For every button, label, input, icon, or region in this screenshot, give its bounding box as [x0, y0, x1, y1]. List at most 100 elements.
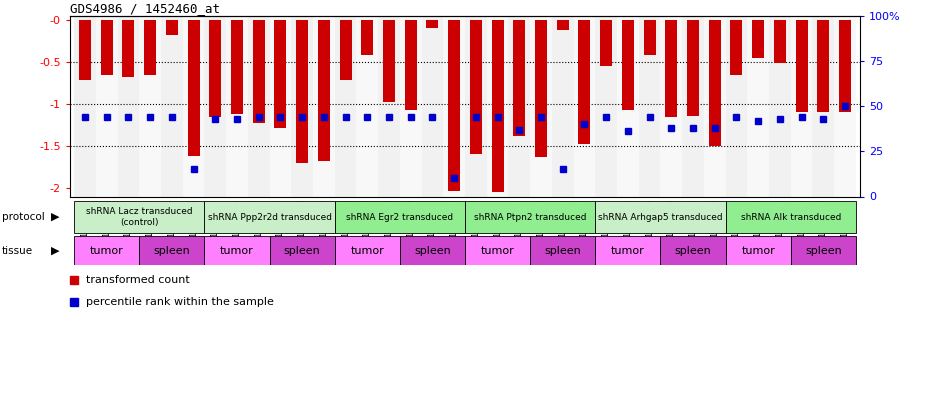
- Bar: [730, 20, 742, 75]
- Text: GDS4986 / 1452460_at: GDS4986 / 1452460_at: [70, 2, 219, 15]
- Bar: [790, 16, 813, 196]
- Text: tumor: tumor: [741, 246, 775, 255]
- Bar: [578, 20, 591, 144]
- Bar: [465, 236, 530, 265]
- Bar: [188, 20, 200, 156]
- Bar: [817, 20, 830, 112]
- Bar: [339, 20, 352, 81]
- Text: percentile rank within the sample: percentile rank within the sample: [86, 297, 273, 307]
- Bar: [551, 16, 574, 196]
- Bar: [492, 20, 503, 192]
- Bar: [100, 20, 113, 75]
- Bar: [335, 201, 465, 233]
- Bar: [74, 236, 140, 265]
- Bar: [513, 20, 525, 136]
- Bar: [79, 20, 91, 81]
- Bar: [774, 20, 786, 63]
- Bar: [74, 16, 96, 196]
- Text: spleen: spleen: [544, 246, 581, 255]
- Bar: [421, 16, 444, 196]
- Bar: [557, 20, 569, 30]
- Text: tumor: tumor: [220, 246, 254, 255]
- Bar: [144, 20, 156, 75]
- Text: spleen: spleen: [414, 246, 451, 255]
- Text: spleen: spleen: [805, 246, 842, 255]
- Bar: [205, 201, 335, 233]
- Bar: [318, 20, 330, 161]
- Bar: [535, 20, 547, 157]
- Text: transformed count: transformed count: [86, 275, 190, 285]
- Bar: [725, 16, 748, 196]
- Bar: [247, 16, 270, 196]
- Bar: [595, 16, 617, 196]
- Bar: [574, 16, 595, 196]
- Bar: [595, 236, 660, 265]
- Text: spleen: spleen: [674, 246, 711, 255]
- Bar: [379, 16, 400, 196]
- Bar: [725, 236, 790, 265]
- Bar: [400, 236, 465, 265]
- Text: shRNA Egr2 transduced: shRNA Egr2 transduced: [346, 213, 454, 222]
- Bar: [465, 201, 595, 233]
- Bar: [335, 16, 356, 196]
- Bar: [383, 20, 395, 102]
- Bar: [639, 16, 660, 196]
- Bar: [231, 20, 243, 114]
- Bar: [796, 20, 807, 112]
- Bar: [205, 16, 226, 196]
- Text: spleen: spleen: [284, 246, 321, 255]
- Bar: [709, 20, 721, 146]
- Bar: [595, 201, 725, 233]
- Bar: [400, 16, 421, 196]
- Text: tissue: tissue: [2, 246, 33, 255]
- Bar: [405, 20, 417, 110]
- Bar: [530, 236, 595, 265]
- Bar: [660, 16, 683, 196]
- Text: tumor: tumor: [90, 246, 124, 255]
- Bar: [161, 16, 182, 196]
- Bar: [356, 16, 379, 196]
- Text: ▶: ▶: [51, 212, 60, 222]
- Bar: [444, 16, 465, 196]
- Bar: [335, 236, 400, 265]
- Bar: [465, 16, 486, 196]
- Bar: [205, 236, 270, 265]
- Bar: [274, 20, 286, 128]
- Bar: [683, 16, 704, 196]
- Text: shRNA Ptpn2 transduced: shRNA Ptpn2 transduced: [474, 213, 587, 222]
- Bar: [270, 16, 291, 196]
- Bar: [530, 16, 551, 196]
- Bar: [209, 20, 221, 117]
- Bar: [644, 20, 656, 55]
- Bar: [600, 20, 612, 66]
- Bar: [253, 20, 265, 123]
- Bar: [660, 236, 725, 265]
- Bar: [427, 20, 438, 28]
- Bar: [704, 16, 725, 196]
- Bar: [296, 20, 308, 163]
- Bar: [725, 201, 856, 233]
- Text: shRNA Alk transduced: shRNA Alk transduced: [740, 213, 841, 222]
- Bar: [813, 16, 834, 196]
- Bar: [509, 16, 530, 196]
- Text: tumor: tumor: [611, 246, 644, 255]
- Bar: [361, 20, 373, 55]
- Bar: [270, 236, 335, 265]
- Bar: [617, 16, 639, 196]
- Bar: [166, 20, 178, 35]
- Bar: [182, 16, 205, 196]
- Bar: [470, 20, 482, 154]
- Bar: [790, 236, 856, 265]
- Bar: [486, 16, 509, 196]
- Text: protocol: protocol: [2, 212, 45, 222]
- Bar: [226, 16, 247, 196]
- Bar: [834, 16, 856, 196]
- Text: ▶: ▶: [51, 246, 60, 255]
- Bar: [448, 20, 460, 191]
- Text: tumor: tumor: [481, 246, 514, 255]
- Bar: [140, 236, 205, 265]
- Text: shRNA Arhgap5 transduced: shRNA Arhgap5 transduced: [598, 213, 723, 222]
- Bar: [140, 16, 161, 196]
- Bar: [291, 16, 313, 196]
- Text: shRNA Lacz transduced
(control): shRNA Lacz transduced (control): [86, 208, 193, 227]
